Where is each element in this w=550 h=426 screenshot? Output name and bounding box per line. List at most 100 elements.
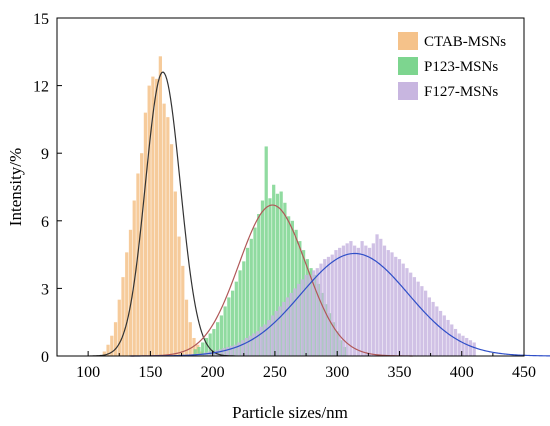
bar <box>155 78 159 356</box>
bar <box>212 328 216 356</box>
bar <box>222 348 226 356</box>
bar <box>275 193 280 356</box>
legend-label-0: CTAB-MSNs <box>424 34 506 50</box>
bar <box>371 243 375 356</box>
fit-curve-0 <box>89 71 236 357</box>
bar <box>290 220 294 356</box>
legend-label-1: P123-MSNs <box>424 59 498 75</box>
bar <box>244 337 248 356</box>
x-tick-label: 200 <box>201 364 225 381</box>
bar <box>117 299 121 356</box>
bar <box>390 252 394 356</box>
bar <box>240 340 245 356</box>
bar <box>113 322 118 356</box>
bar <box>394 256 398 356</box>
bar <box>326 256 331 356</box>
bar <box>356 247 360 356</box>
bar <box>360 241 364 356</box>
x-tick-label: 250 <box>263 364 287 381</box>
bar <box>143 112 148 356</box>
bar <box>287 216 291 356</box>
bar <box>397 259 402 356</box>
bar <box>166 117 170 357</box>
bar <box>181 265 185 356</box>
bar <box>248 335 252 356</box>
bar <box>102 351 106 356</box>
bar <box>375 234 379 356</box>
x-tick-label: 150 <box>138 364 162 381</box>
y-tick-label: 0 <box>41 349 49 366</box>
bar <box>218 349 222 356</box>
y-axis-label: Intensity/% <box>6 148 25 226</box>
bar <box>285 297 290 356</box>
series-0-bars <box>102 56 204 357</box>
bar <box>151 76 155 356</box>
bar <box>304 274 308 356</box>
y-tick-label: 3 <box>41 281 49 298</box>
bar <box>279 191 283 356</box>
bar <box>283 202 287 356</box>
bar <box>110 335 114 356</box>
bar <box>216 322 220 356</box>
bar <box>259 326 263 356</box>
bar <box>435 306 439 356</box>
legend-swatch-0 <box>398 32 418 50</box>
y-tick-label: 12 <box>33 79 49 96</box>
bar <box>249 238 253 356</box>
bar <box>412 277 417 356</box>
bar <box>229 345 233 356</box>
bar <box>349 241 353 356</box>
bar <box>234 281 238 356</box>
bar <box>188 322 192 356</box>
bar <box>453 328 458 356</box>
bar <box>237 342 241 356</box>
bar <box>274 310 278 356</box>
bar <box>242 261 246 356</box>
bar <box>323 259 327 356</box>
bar <box>405 268 409 356</box>
bar <box>461 335 465 356</box>
bar <box>204 337 209 356</box>
bar <box>177 236 181 356</box>
bar <box>158 56 162 357</box>
bar <box>270 315 275 356</box>
bar <box>184 299 189 356</box>
bar <box>334 250 338 356</box>
bar <box>468 340 473 356</box>
bar <box>267 319 271 356</box>
bar <box>147 85 151 356</box>
bar <box>315 268 319 356</box>
bar <box>300 279 304 356</box>
bar <box>238 270 242 356</box>
bar <box>278 306 282 356</box>
bar <box>289 292 293 356</box>
bar <box>450 324 454 356</box>
bar <box>401 263 405 356</box>
bars-layer <box>102 56 476 357</box>
bar <box>367 247 372 356</box>
legend-label-2: F127-MSNs <box>424 84 498 100</box>
bar <box>341 245 346 356</box>
x-tick-label: 100 <box>76 364 100 381</box>
series-2-bars <box>196 234 476 356</box>
bar <box>427 297 431 356</box>
plot-frame <box>56 17 525 357</box>
bar <box>379 238 383 356</box>
x-axis-label: Particle sizes/nm <box>232 403 348 422</box>
bar <box>409 272 413 356</box>
x-tick-label: 300 <box>325 364 349 381</box>
bar <box>431 301 435 356</box>
bar <box>208 333 212 356</box>
bar <box>121 277 125 356</box>
bar <box>424 290 428 356</box>
bar <box>308 274 312 356</box>
bar <box>197 346 201 356</box>
bar <box>382 245 387 356</box>
bar <box>201 342 205 356</box>
bar <box>272 184 276 356</box>
bar <box>353 245 357 356</box>
bar <box>169 144 174 356</box>
bar <box>233 344 237 356</box>
fit-curve-2 <box>129 252 550 357</box>
fit-curves-layer <box>89 71 550 357</box>
